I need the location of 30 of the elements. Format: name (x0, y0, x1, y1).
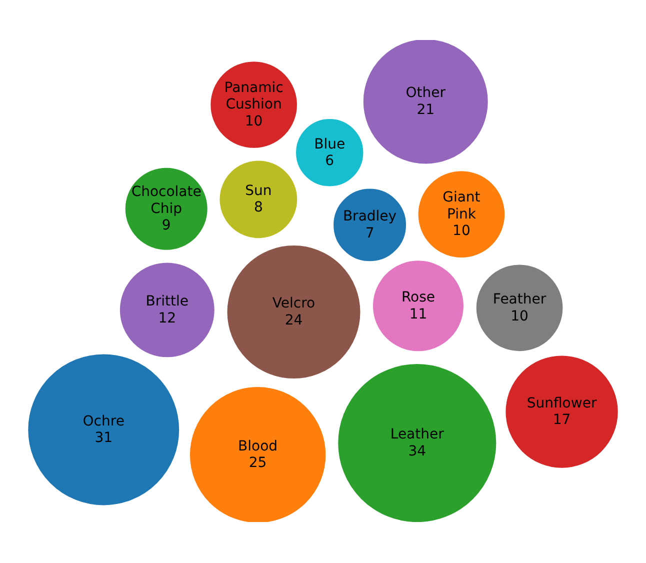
data-label: 24 (284, 312, 303, 328)
category-label: Giant Pink (442, 190, 481, 222)
data-label: 7 (365, 225, 374, 242)
data-label: 10 (452, 223, 470, 240)
data-label: 8 (254, 200, 263, 216)
data-label: 21 (416, 102, 435, 118)
category-label: Brittle (146, 294, 189, 310)
data-label: 25 (248, 455, 267, 472)
data-label: 6 (325, 152, 334, 169)
data-label: 34 (408, 443, 426, 460)
category-label: Bradley (342, 208, 397, 225)
data-label: 12 (158, 310, 176, 326)
data-label: 11 (409, 306, 428, 322)
category-label: Rose (401, 290, 436, 306)
category-label: Sunflower (526, 395, 597, 412)
category-label: Blue (314, 136, 346, 152)
category-label: Feather (492, 292, 546, 308)
category-label: Other (406, 85, 446, 102)
category-label: Blood (238, 438, 278, 454)
data-label: 31 (94, 430, 113, 446)
category-label: Leather (390, 426, 444, 443)
category-label: Velcro (272, 296, 316, 312)
category-label: Ochre (82, 413, 124, 430)
data-label: 10 (510, 308, 528, 324)
data-label: 9 (162, 218, 171, 234)
data-label: 10 (244, 113, 263, 130)
category-label: Panamic Cushion (224, 80, 284, 113)
category-label: Chocolate Chip (131, 184, 202, 217)
data-label: 17 (552, 412, 571, 428)
category-label: Sun (245, 183, 272, 200)
